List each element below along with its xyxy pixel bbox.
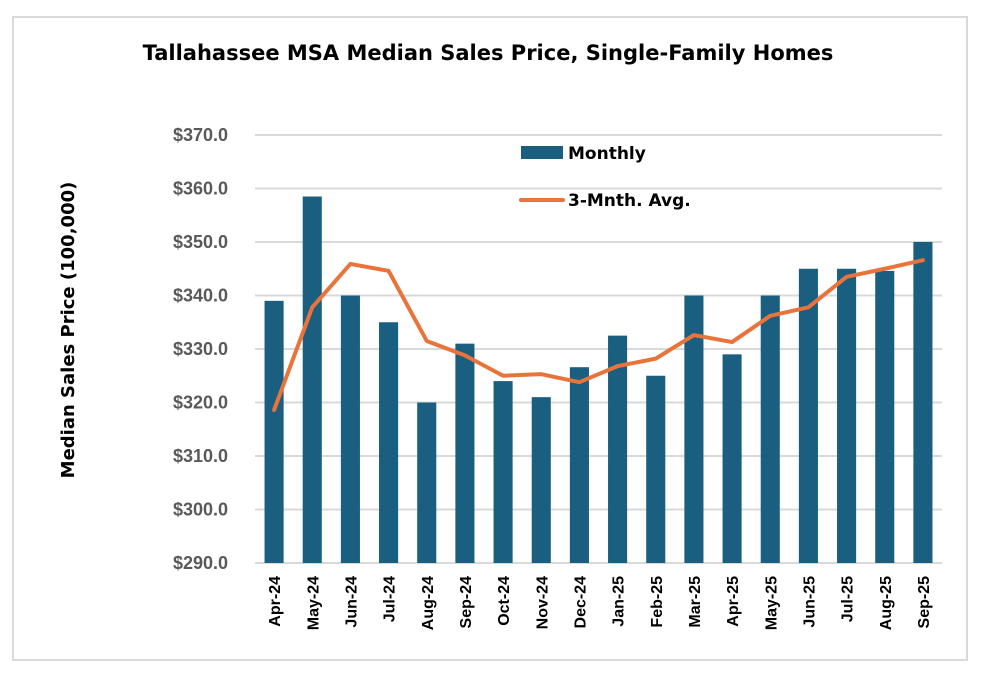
bar-monthly bbox=[875, 270, 895, 563]
y-tick-label: $370.0 bbox=[173, 125, 228, 145]
x-tick-label: Mar-25 bbox=[687, 576, 704, 628]
y-tick-label: $340.0 bbox=[173, 286, 228, 306]
bar-monthly bbox=[684, 295, 704, 563]
legend-label-monthly: Monthly bbox=[568, 144, 646, 164]
y-axis-label: Median Sales Price (100,000) bbox=[58, 182, 79, 479]
x-tick-label: Sep-25 bbox=[916, 576, 933, 629]
bar-monthly bbox=[493, 381, 513, 563]
y-tick-label: $290.0 bbox=[173, 553, 228, 573]
legend: Monthly 3-Mnth. Avg. bbox=[519, 144, 691, 211]
x-tick-label: May-25 bbox=[763, 576, 780, 630]
x-tick-label: Nov-24 bbox=[534, 576, 551, 629]
line-3-month-avg bbox=[272, 258, 925, 412]
bar-monthly bbox=[608, 335, 628, 563]
x-tick-label: May-24 bbox=[305, 576, 322, 630]
x-tick-label: Feb-25 bbox=[649, 576, 666, 628]
x-tick-label: Aug-25 bbox=[878, 576, 895, 630]
bar-monthly bbox=[264, 300, 284, 563]
bar-monthly bbox=[798, 268, 818, 563]
x-tick-label: Aug-24 bbox=[420, 576, 437, 630]
y-tick-label: $360.0 bbox=[173, 179, 228, 199]
bar-monthly bbox=[302, 196, 322, 563]
x-tick-label: Sep-24 bbox=[458, 576, 475, 629]
bar-monthly bbox=[531, 397, 551, 563]
x-tick-label: Jul-25 bbox=[840, 576, 857, 622]
y-tick-label: $300.0 bbox=[173, 500, 228, 520]
bar-monthly bbox=[417, 402, 437, 563]
x-tick-label: Jun-24 bbox=[343, 576, 360, 628]
y-tick-label: $310.0 bbox=[173, 446, 228, 466]
bar-monthly bbox=[379, 322, 399, 563]
x-tick-label: Apr-24 bbox=[267, 576, 284, 627]
bar-monthly bbox=[646, 375, 666, 563]
bar-monthly bbox=[340, 295, 360, 563]
bar-monthly bbox=[913, 242, 933, 563]
bar-monthly bbox=[760, 295, 780, 563]
bar-monthly bbox=[455, 343, 475, 563]
x-tick-label: Apr-25 bbox=[725, 576, 742, 627]
x-tick-label: Jun-25 bbox=[801, 576, 818, 628]
bar-monthly bbox=[569, 367, 589, 563]
y-tick-label: $350.0 bbox=[173, 232, 228, 252]
chart-title: Tallahassee MSA Median Sales Price, Sing… bbox=[143, 41, 834, 65]
x-tick-label: Dec-24 bbox=[572, 576, 589, 629]
bar-monthly bbox=[837, 268, 857, 563]
y-tick-label: $320.0 bbox=[173, 393, 228, 413]
x-tick-label: Jul-24 bbox=[382, 576, 399, 622]
bar-monthly bbox=[722, 354, 742, 563]
y-tick-label: $330.0 bbox=[173, 339, 228, 359]
x-tick-label: Oct-24 bbox=[496, 576, 513, 626]
x-tick-label: Jan-25 bbox=[611, 576, 628, 627]
legend-swatch-monthly bbox=[521, 146, 563, 159]
legend-label-3-month-avg: 3-Mnth. Avg. bbox=[568, 191, 691, 211]
